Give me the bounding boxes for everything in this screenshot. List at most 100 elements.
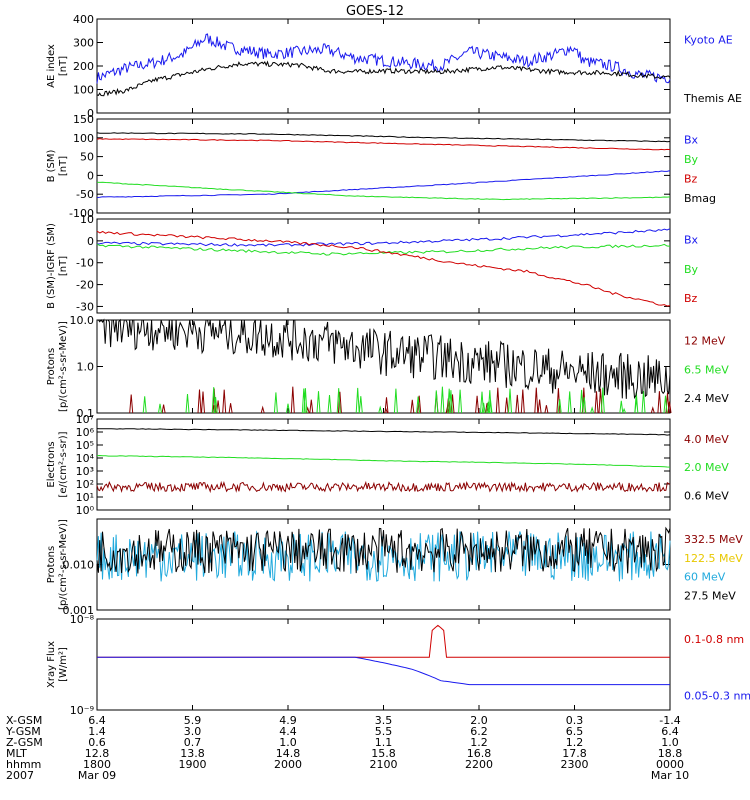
legend-entry: Bmag: [684, 192, 716, 205]
y-axis-label: [e/(cm²-s-sr)]: [58, 431, 69, 497]
time-axis-value: 4.9: [279, 714, 297, 727]
time-axis-value: 1.0: [279, 736, 297, 749]
series-line-0-6-mev: [96, 428, 671, 436]
time-axis-row-label: X-GSM: [6, 714, 42, 727]
panel-xray: 10⁻⁹ 10⁻⁸ Xray Flux [W/m²] 0.1-0.8 nm 0.05-0.…: [46, 613, 750, 717]
time-axis-value: 5.5: [375, 725, 393, 738]
panel-bgrf: -30 -20 -10 0 10 B (SM)-IGRF (SM) [nT] Bx By Bz: [46, 213, 699, 314]
legend-entry: 0.1-0.8 nm: [684, 633, 744, 646]
time-axis-value: 14.8: [276, 747, 301, 760]
time-axis-value: 6.2: [470, 725, 488, 738]
panel-frame: [96, 618, 671, 711]
legend-entry: Bx: [684, 234, 699, 247]
time-axis-value: 3.5: [375, 714, 393, 727]
time-axis-value: 0.7: [184, 736, 202, 749]
y-tick-label: 0.001: [63, 604, 95, 617]
panel-ae: 0 100 200 300 400 AE index [nT] Kyoto AE Themis …: [46, 13, 742, 120]
legend-entry: Bz: [684, 173, 698, 186]
time-axis-value: Mar 09: [78, 769, 116, 782]
time-axis-value: 1.2: [566, 736, 584, 749]
legend-entry: Bz: [684, 292, 698, 305]
y-tick-label: 150: [73, 113, 94, 126]
legend-entry: Themis AE: [683, 92, 742, 105]
y-axis-label: [W/m²]: [58, 647, 69, 682]
panel-protons2: 0.001 0.010 Protons [p/(cm²-s-sr-MeV)] 332.5…: [46, 518, 743, 617]
y-tick-label: 10⁻⁸: [70, 613, 95, 626]
y-tick-label: 1.0: [77, 361, 95, 374]
series-line-by: [96, 243, 671, 256]
time-axis-row-label: Z-GSM: [6, 736, 43, 749]
y-axis-label: AE index: [46, 44, 57, 88]
y-tick-label: 200: [73, 60, 94, 73]
y-tick-label: 0.1: [77, 407, 95, 420]
y-axis-label: [nT]: [58, 156, 69, 176]
y-axis-label: B (SM)-IGRF (SM): [46, 223, 57, 309]
y-tick-label: -30: [76, 300, 94, 313]
y-axis-label: [nT]: [58, 256, 69, 276]
time-axis: X-GSM 6.4 5.9 4.9 3.5 2.0 0.3 -1.4 Y-GSM 1.4 3.0 4.…: [5, 714, 689, 782]
y-axis-label: Xray Flux: [46, 641, 57, 688]
legend-entry: 2.0 MeV: [684, 461, 729, 474]
y-tick-label: 10⁰: [76, 504, 95, 517]
time-axis-value: 1900: [179, 758, 207, 771]
time-axis-value: 12.8: [85, 747, 110, 760]
y-tick-label: 50: [80, 151, 94, 164]
y-tick-label: 100: [73, 132, 94, 145]
y-tick-label: 100: [73, 84, 94, 97]
y-tick-label: 10³: [76, 465, 94, 478]
panel-bsm: -100 -50 0 50 100 150 B (SM) [nT] Bx By Bz Bmag: [46, 113, 716, 220]
time-axis-value: 3.0: [184, 725, 202, 738]
series-line-kyoto-ae: [96, 33, 671, 84]
y-tick-label: 10⁻⁹: [70, 704, 94, 717]
y-axis-label: [p/(cm²-s-sr-MeV)]: [58, 519, 69, 610]
y-axis-label: [nT]: [58, 56, 69, 76]
time-axis-value: 2000: [274, 758, 302, 771]
time-axis-value: 2100: [370, 758, 398, 771]
time-axis-value: 6.4: [88, 714, 106, 727]
legend-entry: Bx: [684, 134, 699, 147]
y-axis-label: Protons: [46, 546, 57, 583]
legend-entry: 4.0 MeV: [684, 433, 729, 446]
y-axis-label: B (SM): [46, 149, 57, 182]
panel-frame: [96, 218, 671, 314]
series-line-by: [96, 181, 671, 201]
y-tick-label: -20: [76, 279, 94, 292]
series-line-themis-ae: [96, 60, 671, 97]
y-tick-label: -100: [69, 207, 94, 220]
legend-entry: By: [684, 263, 699, 276]
y-tick-label: 0: [87, 235, 94, 248]
time-axis-value: 18.8: [658, 747, 683, 760]
legend-entry: 122.5 MeV: [684, 552, 743, 565]
y-axis-label: Electrons: [46, 441, 57, 487]
series-line-bmag: [96, 132, 671, 143]
series-line-4-0-mev: [96, 480, 671, 494]
y-axis-label: [p/(cm²-s-sr-MeV)]: [58, 321, 69, 412]
legend-entry: 12 MeV: [684, 334, 726, 347]
time-axis-value: 0000: [656, 758, 684, 771]
time-axis-value: Mar 10: [651, 769, 689, 782]
series-line-bx: [96, 228, 671, 247]
time-axis-value: 5.9: [184, 714, 202, 727]
time-axis-value: 1.1: [375, 736, 393, 749]
time-axis-value: 16.8: [467, 747, 492, 760]
series-line-bz: [96, 138, 671, 151]
series-line-27-5-mev: [96, 526, 671, 574]
y-tick-label: -10: [76, 257, 94, 270]
legend-entry: 6.5 MeV: [684, 363, 729, 376]
time-axis-value: 4.4: [279, 725, 297, 738]
y-tick-label: 10⁴: [76, 452, 95, 465]
y-tick-label: 10⁷: [76, 413, 94, 426]
series-line-6-5-mev: [142, 386, 668, 414]
y-tick-label: 400: [73, 13, 94, 26]
series-line-2-0-mev: [96, 454, 671, 468]
y-tick-label: 0: [87, 107, 94, 120]
legend-entry: 0.05-0.3 nm: [684, 689, 750, 702]
legend-entry: Kyoto AE: [684, 34, 733, 47]
y-tick-label: 0: [87, 169, 94, 182]
time-axis-value: 6.4: [661, 725, 679, 738]
time-axis-value: 2200: [465, 758, 493, 771]
time-axis-value: 0.6: [88, 736, 106, 749]
series-line-bx: [96, 170, 671, 199]
legend-entry: 0.6 MeV: [684, 489, 729, 502]
